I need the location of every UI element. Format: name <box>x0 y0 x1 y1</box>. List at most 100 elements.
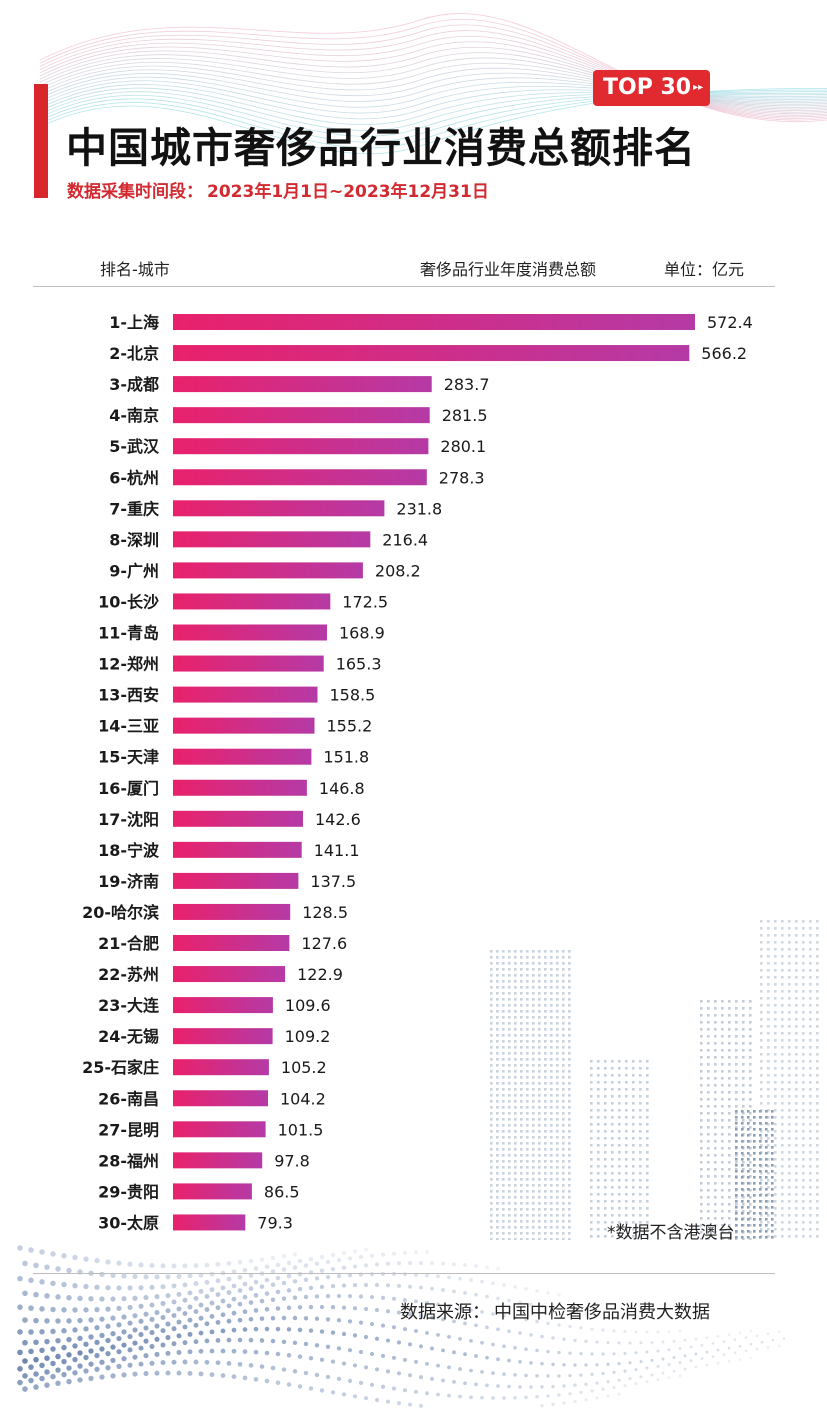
skyline-dot <box>767 1025 770 1028</box>
wave-dot <box>385 1338 391 1343</box>
wave-dot <box>551 1384 555 1389</box>
skyline-dot <box>728 1000 731 1003</box>
skyline-dot <box>759 1164 762 1167</box>
wave-dot <box>198 1302 204 1308</box>
skyline-dot <box>742 1154 745 1157</box>
wave-dot <box>584 1312 588 1316</box>
skyline-dot <box>802 990 805 993</box>
skyline-dot <box>728 1084 731 1087</box>
skyline-dot <box>604 1060 607 1063</box>
skyline-dot <box>721 1049 724 1052</box>
wave-dot <box>518 1360 522 1364</box>
wave-dot <box>672 1339 676 1343</box>
skyline-dot <box>538 1094 541 1097</box>
skyline-dot <box>774 1179 777 1182</box>
skyline-dot <box>774 920 777 923</box>
skyline-dot <box>714 1056 717 1059</box>
wave-dot <box>325 1293 331 1299</box>
skyline-dot <box>544 986 547 989</box>
skyline-dot <box>735 1000 738 1003</box>
skyline-dot <box>526 1238 529 1240</box>
wave-dot <box>391 1296 397 1301</box>
skyline-dot <box>816 976 819 979</box>
skyline-dot <box>632 1151 635 1154</box>
wave-dot <box>99 1332 105 1339</box>
wave-dot <box>270 1297 276 1303</box>
data-label: 572.4 <box>707 313 753 332</box>
skyline-dot <box>646 1074 649 1077</box>
skyline-dot <box>526 968 529 971</box>
skyline-dot <box>767 948 770 951</box>
wave-dot <box>667 1376 671 1380</box>
skyline-dot <box>550 1202 553 1205</box>
skyline-dot <box>538 1004 541 1007</box>
skyline-dot <box>550 1118 553 1121</box>
skyline-dot <box>809 920 812 923</box>
wave-dot <box>474 1382 478 1387</box>
skyline-dot <box>788 1179 791 1182</box>
skyline-dot <box>538 950 541 953</box>
wave-dot <box>204 1359 210 1365</box>
wave-dot <box>557 1350 561 1355</box>
skyline-dot <box>816 1193 819 1196</box>
wave-dot <box>623 1351 627 1355</box>
skyline-dot <box>735 1112 738 1115</box>
skyline-dot <box>735 1028 738 1031</box>
skyline-dot <box>556 1004 559 1007</box>
wave-dot <box>771 1339 775 1342</box>
wave-dot <box>502 1344 506 1349</box>
skyline-dot <box>735 1098 738 1101</box>
skyline-dot <box>639 1186 642 1189</box>
skyline-dot <box>707 1063 710 1066</box>
skyline-dot <box>728 1238 731 1240</box>
skyline-dot <box>771 1158 774 1161</box>
skyline-dot <box>771 1176 774 1179</box>
skyline-dot <box>781 1074 784 1077</box>
skyline-dot <box>759 1200 762 1203</box>
wave-dot <box>121 1342 127 1348</box>
wave-dot <box>463 1291 467 1295</box>
wave-dot <box>319 1284 325 1290</box>
wave-dot <box>452 1289 456 1294</box>
wave-dot <box>358 1294 364 1299</box>
skyline-dot <box>632 1235 635 1238</box>
skyline-dot <box>707 1056 710 1059</box>
skyline-dot <box>759 1218 762 1221</box>
bar <box>173 562 363 579</box>
wave-dot <box>480 1395 484 1400</box>
skyline-dot <box>508 1160 511 1163</box>
wave-dot <box>275 1306 281 1311</box>
category-label: 8-深圳 <box>109 530 159 549</box>
skyline-dot <box>707 1000 710 1003</box>
skyline-dot <box>611 1144 614 1147</box>
skyline-dot <box>568 1172 571 1175</box>
skyline-dot <box>568 1202 571 1205</box>
wave-dot <box>689 1359 693 1363</box>
wave-dot <box>562 1308 566 1312</box>
wave-dot <box>116 1322 122 1328</box>
wave-dot <box>149 1330 155 1336</box>
skyline-dot <box>639 1200 642 1203</box>
wave-dot <box>33 1262 39 1269</box>
skyline-dot <box>700 1126 703 1129</box>
skyline-dot <box>550 1088 553 1091</box>
skyline-dot <box>508 1130 511 1133</box>
skyline-dot <box>538 1178 541 1181</box>
skyline-dot <box>707 1231 710 1234</box>
skyline-dot <box>520 968 523 971</box>
skyline-dot <box>795 1032 798 1035</box>
skyline-dot <box>700 1231 703 1234</box>
skyline-dot <box>714 1070 717 1073</box>
skyline-dot <box>520 962 523 965</box>
skyline-dot <box>532 1184 535 1187</box>
skyline-dot <box>728 1007 731 1010</box>
skyline-dot <box>556 974 559 977</box>
skyline-dot <box>508 1082 511 1085</box>
skyline-dot <box>568 1034 571 1037</box>
wave-dot <box>755 1347 759 1351</box>
wave-dot <box>314 1316 320 1321</box>
wave-dot <box>634 1368 638 1372</box>
skyline-dot <box>816 1032 819 1035</box>
skyline-dot <box>735 1182 738 1185</box>
wave-dot <box>259 1316 265 1321</box>
